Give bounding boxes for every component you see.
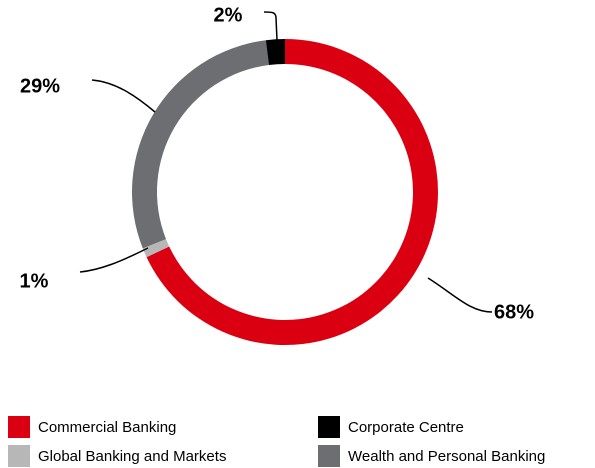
leader-line (91, 79, 156, 113)
legend-swatch (318, 416, 340, 438)
legend-swatch (318, 445, 340, 467)
donut-segment (265, 39, 285, 66)
leader-line (427, 277, 493, 313)
legend-label: Commercial Banking (38, 419, 176, 436)
legend-label: Corporate Centre (348, 419, 464, 436)
leader-line (79, 247, 149, 273)
data-label: 29% (20, 75, 60, 97)
legend-swatch (8, 416, 30, 438)
data-label: 68% (494, 301, 534, 323)
leader-line (263, 11, 278, 41)
legend-label: Global Banking and Markets (38, 448, 226, 465)
donut-segment (142, 239, 170, 258)
data-label: 2% (214, 4, 243, 26)
data-label: 1% (20, 270, 49, 292)
legend-swatch (8, 445, 30, 467)
donut-segment (131, 40, 269, 249)
legend-label: Wealth and Personal Banking (348, 448, 545, 465)
